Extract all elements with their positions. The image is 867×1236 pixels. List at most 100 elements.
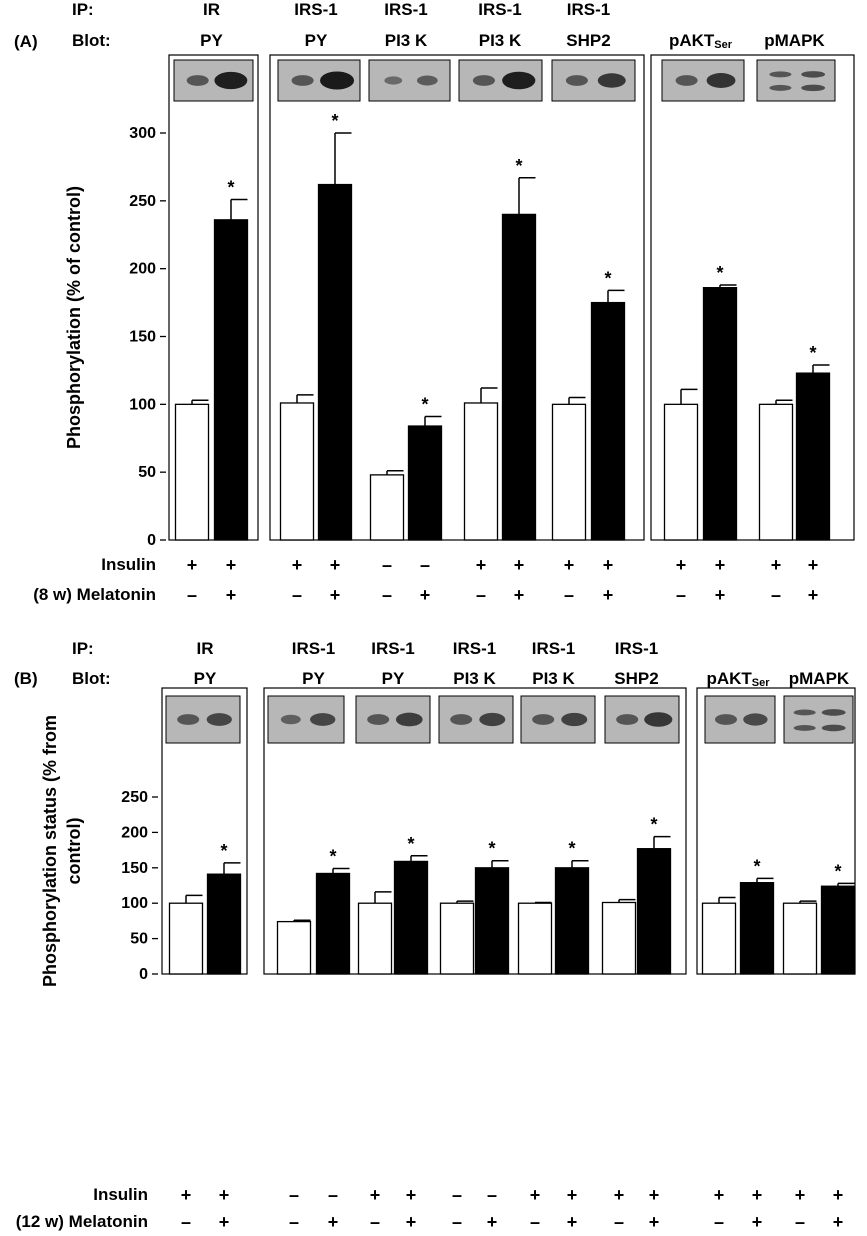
melatonin-sign: – <box>187 585 197 605</box>
control-bar <box>663 403 699 541</box>
ip-row-label: IP: <box>72 0 94 19</box>
y-axis-label: Phosphorylation status (% from control) <box>40 715 84 987</box>
melatonin-sign: – <box>476 585 486 605</box>
significance-star: * <box>227 177 234 197</box>
melatonin-sign: – <box>181 1212 191 1232</box>
insulin-sign: + <box>715 555 726 575</box>
insulin-sign: + <box>514 555 525 575</box>
melatonin-sign: + <box>649 1212 660 1232</box>
melatonin-bar <box>554 867 590 975</box>
blot-band <box>395 712 423 727</box>
control-bar <box>168 902 204 975</box>
melatonin-sign: – <box>564 585 574 605</box>
blot-band <box>416 75 438 86</box>
blot-band <box>214 71 248 90</box>
melatonin-sign: – <box>795 1212 805 1232</box>
blot-band <box>280 714 301 725</box>
melatonin-sign: + <box>567 1212 578 1232</box>
blot-band <box>821 724 846 732</box>
western-blot-image <box>368 59 451 102</box>
melatonin-sign: + <box>833 1212 844 1232</box>
y-tick-label: 100 <box>121 895 148 912</box>
y-tick-label: 0 <box>139 966 148 983</box>
ip-label: IRS-1 <box>292 639 335 658</box>
blot-band <box>367 714 390 725</box>
western-blot-image <box>756 59 836 102</box>
melatonin-sign: + <box>487 1212 498 1232</box>
ip-label: IR <box>197 639 214 658</box>
blot-label: PY <box>194 669 217 688</box>
ip-label: IRS-1 <box>371 639 414 658</box>
significance-star: * <box>329 847 336 867</box>
y-tick-label: 150 <box>129 329 156 346</box>
blot-band <box>561 712 588 727</box>
blot-label: pMAPK <box>789 669 850 688</box>
ip-label: IRS-1 <box>478 0 521 19</box>
insulin-row-label: Insulin <box>101 555 156 574</box>
insulin-sign: + <box>181 1185 192 1205</box>
insulin-sign: + <box>530 1185 541 1205</box>
melatonin-sign: + <box>808 585 819 605</box>
blot-band <box>186 75 209 86</box>
blot-band <box>532 714 555 725</box>
control-bar <box>601 901 637 975</box>
melatonin-sign: + <box>715 585 726 605</box>
y-axis-label: Phosphorylation (% of control) <box>64 186 84 449</box>
blot-label: SHP2 <box>566 31 610 50</box>
blot-label: PY <box>382 669 405 688</box>
y-tick-label: 250 <box>121 789 148 806</box>
melatonin-bar <box>407 425 443 541</box>
y-tick-label: 200 <box>129 261 156 278</box>
melatonin-bar <box>206 873 242 975</box>
insulin-sign: + <box>603 555 614 575</box>
significance-star: * <box>834 861 841 881</box>
blot-label: PI3 K <box>453 669 496 688</box>
insulin-sign: + <box>714 1185 725 1205</box>
control-bar <box>463 402 499 541</box>
melatonin-sign: + <box>752 1212 763 1232</box>
blot-band <box>320 71 355 90</box>
blot-band <box>769 71 792 78</box>
insulin-sign: + <box>564 555 575 575</box>
ip-row-label: IP: <box>72 639 94 658</box>
significance-star: * <box>604 268 611 288</box>
melatonin-bar <box>702 287 738 541</box>
melatonin-sign: + <box>219 1212 230 1232</box>
ip-label: IRS-1 <box>567 0 610 19</box>
plot-frame-1 <box>168 54 259 541</box>
melatonin-sign: – <box>530 1212 540 1232</box>
insulin-sign: + <box>226 555 237 575</box>
significance-star: * <box>753 856 760 876</box>
blot-band <box>821 709 846 716</box>
blot-band <box>715 714 737 725</box>
insulin-sign: – <box>289 1185 299 1205</box>
significance-star: * <box>407 834 414 854</box>
blot-band <box>450 714 473 725</box>
ip-label: IRS-1 <box>453 639 496 658</box>
melatonin-sign: – <box>771 585 781 605</box>
control-bar <box>369 474 405 541</box>
y-tick-label: 50 <box>130 931 148 948</box>
blot-band <box>769 84 792 91</box>
insulin-sign: + <box>567 1185 578 1205</box>
melatonin-bar <box>636 848 672 975</box>
blot-band <box>597 73 626 88</box>
ip-label: IRS-1 <box>384 0 427 19</box>
insulin-sign: + <box>330 555 341 575</box>
y-tick-label: 300 <box>129 125 156 142</box>
western-blot-image <box>783 695 854 744</box>
melatonin-bar <box>213 219 249 541</box>
ip-label: IRS-1 <box>615 639 658 658</box>
melatonin-bar <box>820 885 856 975</box>
blot-band <box>384 76 403 85</box>
melatonin-bar <box>315 872 351 975</box>
blot-band <box>706 73 736 88</box>
ip-label: IR <box>203 0 220 19</box>
insulin-sign: + <box>808 555 819 575</box>
melatonin-sign: + <box>603 585 614 605</box>
blot-label: PY <box>302 669 325 688</box>
blot-band <box>793 709 816 716</box>
melatonin-bar <box>474 867 510 975</box>
plot-frame-2 <box>269 54 645 541</box>
insulin-sign: + <box>833 1185 844 1205</box>
